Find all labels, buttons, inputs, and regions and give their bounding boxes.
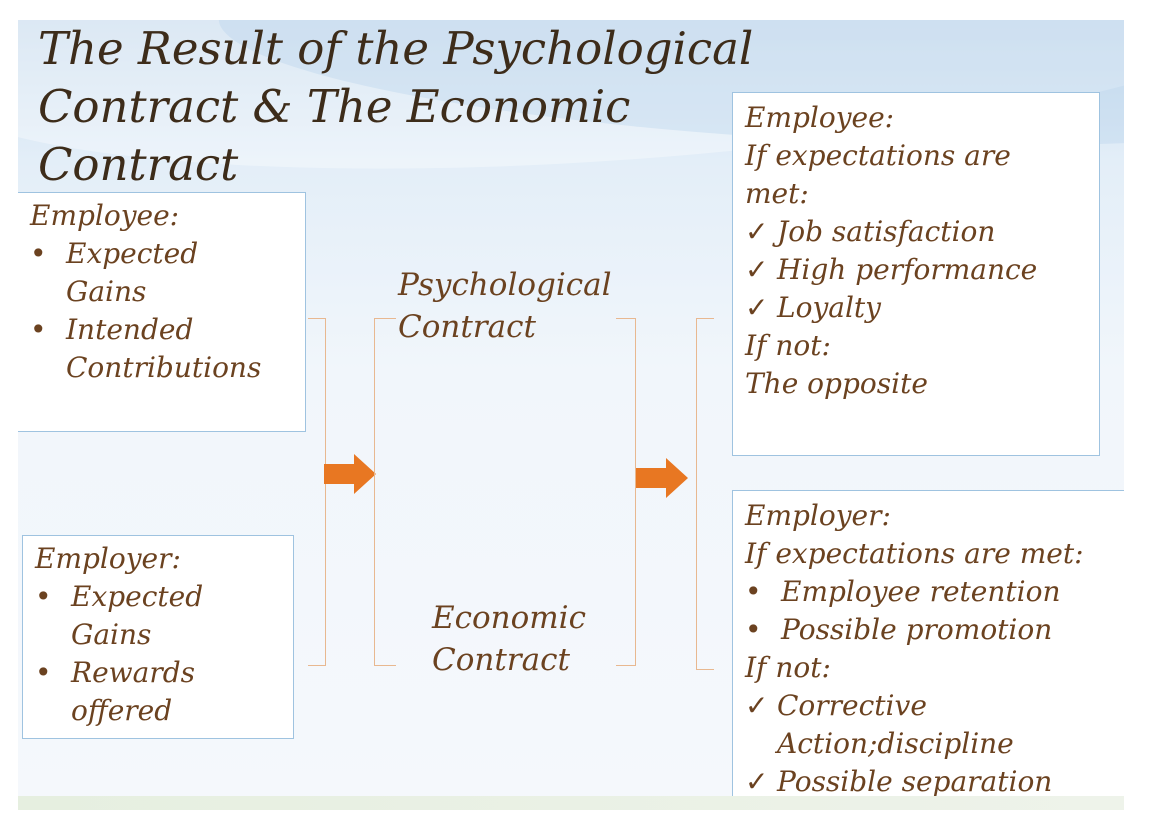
left-input-bracket [308, 318, 326, 666]
list-item: Expected Gains [30, 235, 246, 311]
list-item: Rewards offered [35, 654, 241, 730]
employer-result-heading: Employer: [745, 499, 891, 532]
list-item: Expected Gains [35, 578, 241, 654]
employee-result-heading: Employee: [745, 101, 895, 134]
employee-met-outcomes: Job satisfaction High performance Loyalt… [745, 213, 1099, 327]
contract-bracket-left [374, 318, 396, 666]
right-arrow-icon [636, 458, 688, 498]
employee-input-box: Employee: Expected Gains Intended Contri… [18, 192, 306, 432]
psychological-contract-label: Psychological Contract [398, 267, 612, 345]
employer-met-condition: If expectations are met: [745, 537, 1084, 570]
employer-input-heading: Employer: [35, 542, 181, 575]
employee-input-list: Expected Gains Intended Contributions [30, 235, 305, 387]
employer-not-condition: If not: [745, 651, 831, 684]
employer-met-outcomes: Employee retention Possible promotion [745, 573, 1124, 649]
employer-input-box: Employer: Expected Gains Rewards offered [22, 535, 294, 739]
list-item: Intended Contributions [30, 311, 306, 387]
slide-title: The Result of the Psychological Contract… [38, 22, 754, 191]
employee-input-heading: Employee: [30, 199, 180, 232]
employer-result-box: Employer: If expectations are met: Emplo… [732, 490, 1124, 800]
slide: The Result of the Psychological Contract… [18, 20, 1124, 800]
list-item: Employee retention [745, 573, 1124, 611]
right-result-bracket [696, 318, 714, 670]
employer-not-outcomes: Corrective Action;discipline Possible se… [745, 687, 1124, 800]
list-item: Job satisfaction [745, 213, 1099, 251]
contract-bracket-right [616, 318, 636, 666]
bottom-strip [18, 796, 1124, 810]
economic-contract-label: Economic Contract [432, 600, 586, 678]
employer-input-list: Expected Gains Rewards offered [35, 578, 293, 730]
right-arrow-icon [324, 454, 376, 494]
employee-not-condition: If not: [745, 329, 831, 362]
employee-not-outcome: The opposite [745, 367, 928, 400]
list-item: Possible separation [745, 763, 1124, 800]
list-item: Loyalty [745, 289, 1099, 327]
employee-result-box: Employee: If expectations are met: Job s… [732, 92, 1100, 456]
list-item: High performance [745, 251, 1099, 289]
employee-met-condition: If expectations are met: [745, 139, 1011, 210]
list-item: Possible promotion [745, 611, 1124, 649]
list-item: Corrective Action;discipline [745, 687, 1037, 763]
